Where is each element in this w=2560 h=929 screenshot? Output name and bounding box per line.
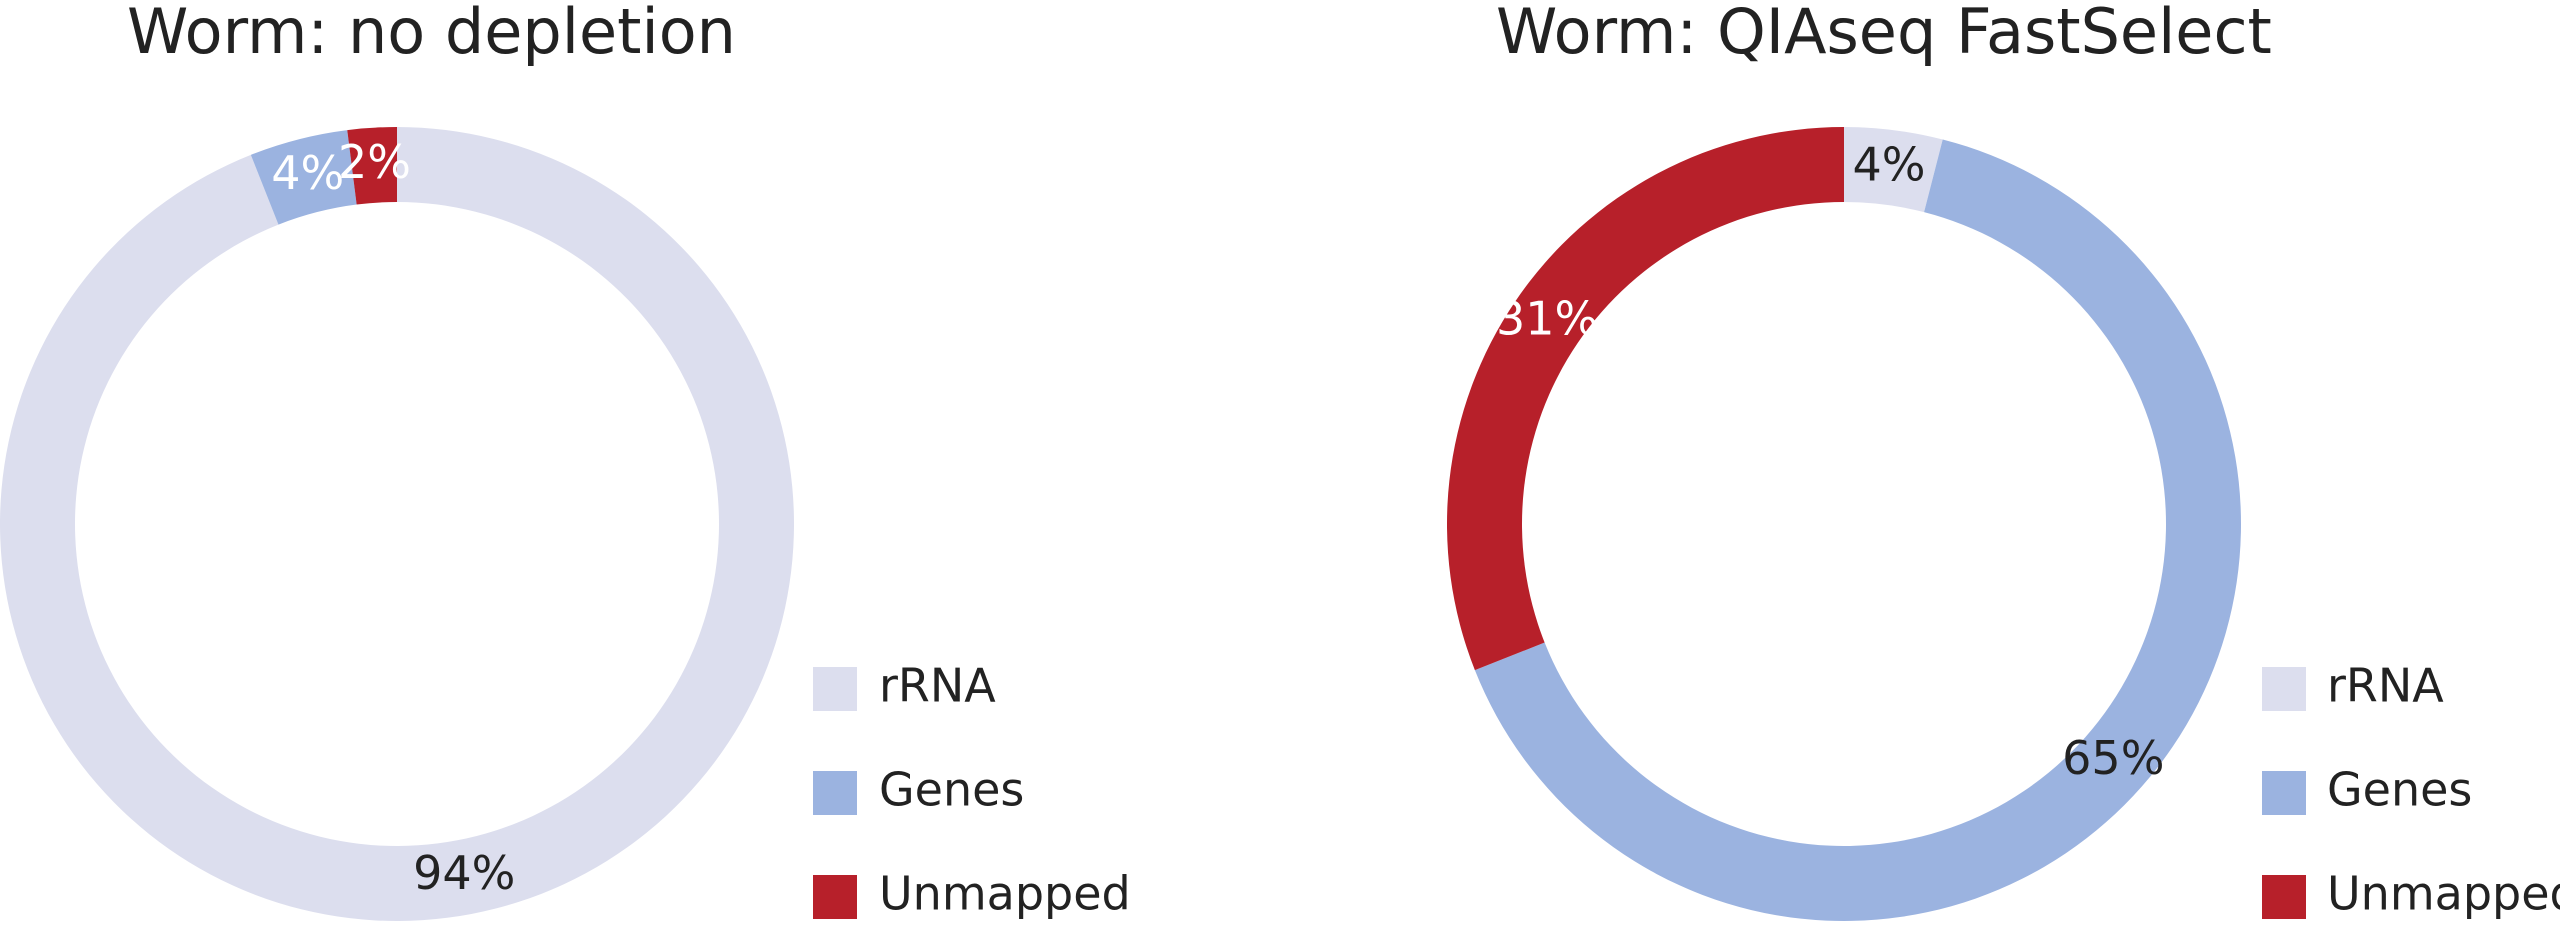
value-label: 2% xyxy=(338,135,411,189)
chart-title: Worm: QIAseq FastSelect xyxy=(1496,0,2272,68)
donut-segment xyxy=(1844,127,1943,213)
legend-swatch xyxy=(2262,667,2306,711)
donut-segment xyxy=(1447,127,1844,671)
donut-segment xyxy=(347,127,397,205)
value-label: 31% xyxy=(1496,292,1598,346)
legend-label: Unmapped xyxy=(2327,867,2560,921)
legend-swatch xyxy=(2262,771,2306,815)
chart-title: Worm: no depletion xyxy=(127,0,736,68)
legend-label: rRNA xyxy=(2327,659,2444,713)
value-label: 4% xyxy=(1853,137,1926,191)
donut-segment xyxy=(250,130,357,225)
legend-label: Unmapped xyxy=(879,867,1131,921)
value-label: 65% xyxy=(2062,731,2164,785)
legend-label: Genes xyxy=(879,763,1024,817)
legend-label: rRNA xyxy=(879,659,996,713)
legend-swatch xyxy=(2262,875,2306,919)
legend-swatch xyxy=(813,771,857,815)
donut-segment xyxy=(0,127,794,921)
value-label: 94% xyxy=(413,846,515,900)
legend-swatch xyxy=(813,667,857,711)
legend-label: Genes xyxy=(2327,763,2472,817)
legend-swatch xyxy=(813,875,857,919)
value-label: 4% xyxy=(271,146,344,200)
